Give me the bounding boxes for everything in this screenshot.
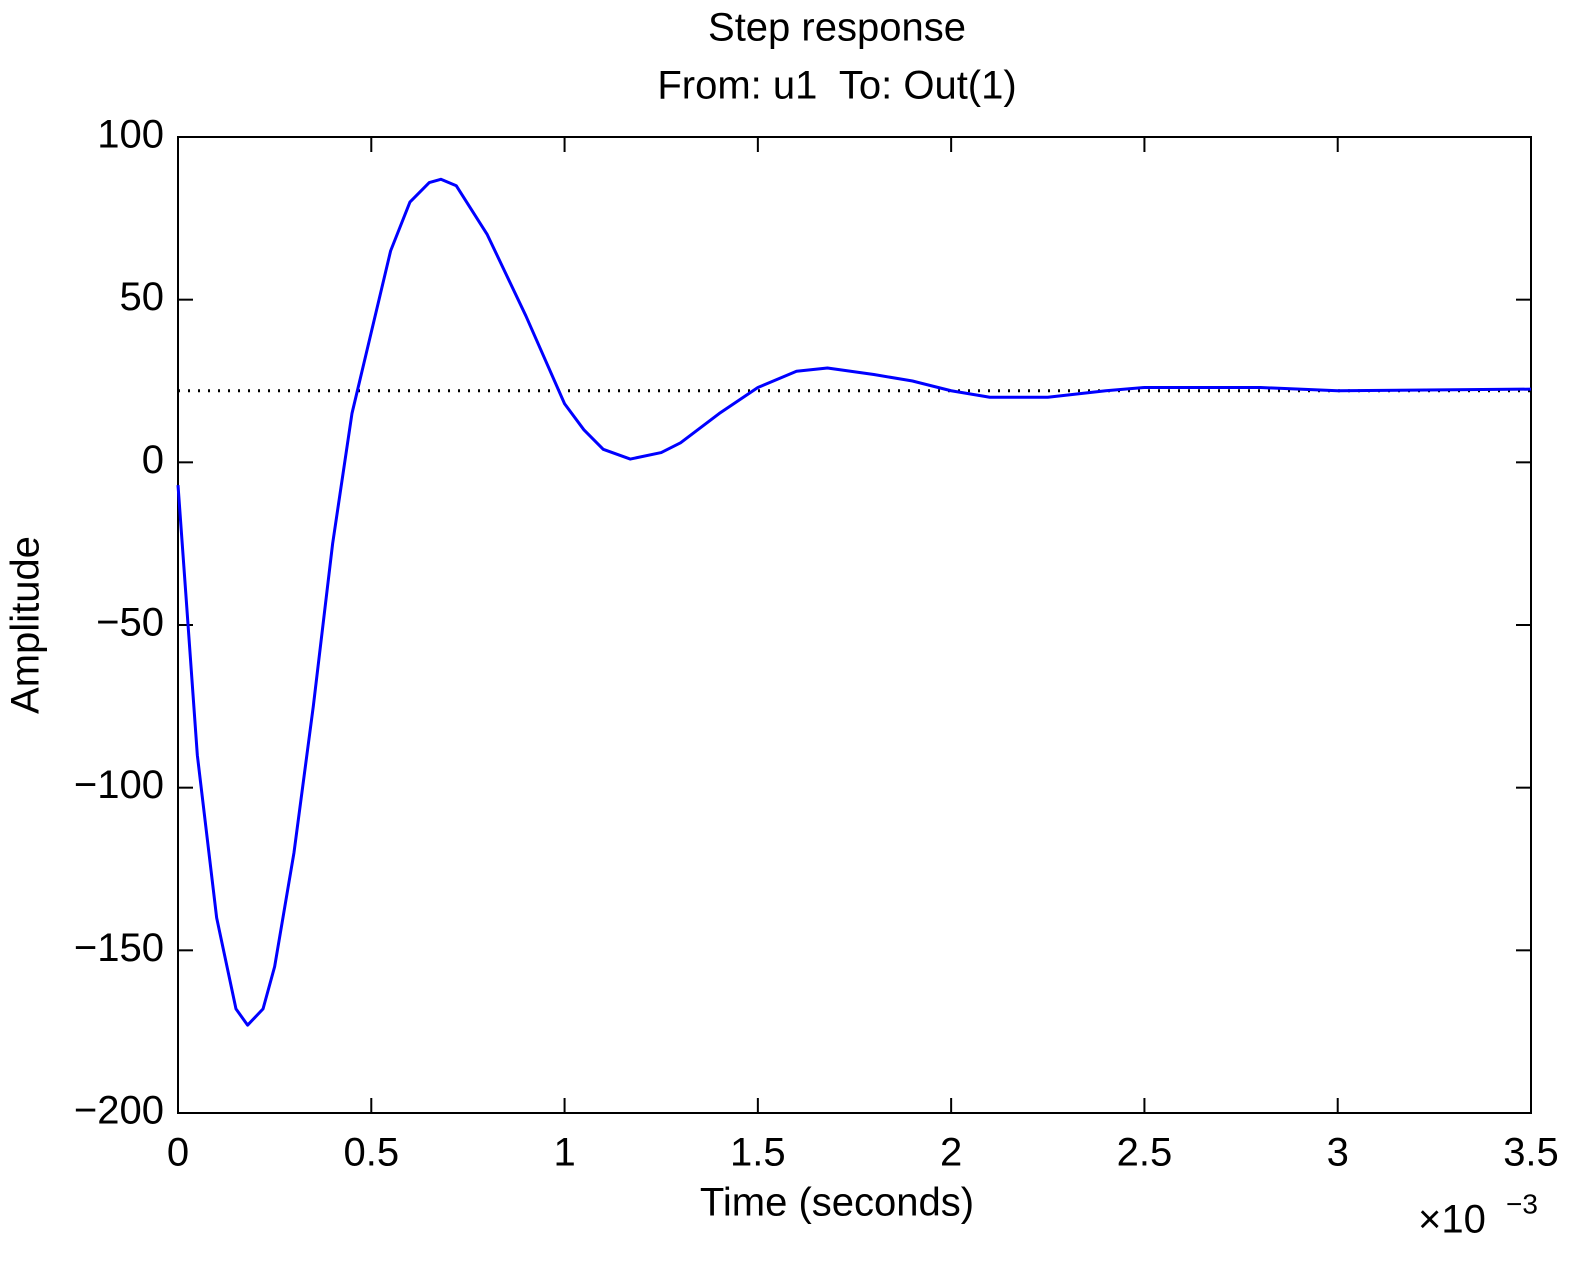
- y-tick-label: −150: [74, 926, 164, 970]
- x-tick-label: 2.5: [1117, 1131, 1173, 1175]
- chart-subtitle: From: u1 To: Out(1): [657, 64, 1016, 108]
- x-tick-label: 1.5: [730, 1131, 786, 1175]
- chart-title: Step response: [708, 6, 966, 50]
- x-tick-label: 0.5: [343, 1131, 399, 1175]
- y-tick-label: −200: [74, 1089, 164, 1133]
- x-tick-label: 3: [1327, 1131, 1349, 1175]
- y-axis-label: Amplitude: [4, 536, 48, 714]
- data-line: [176, 177, 1532, 1027]
- x-tick-label: 1: [553, 1131, 575, 1175]
- x-tick-label: 3.5: [1503, 1131, 1559, 1175]
- y-tick-label: −100: [74, 763, 164, 807]
- y-tick-label: 0: [142, 438, 164, 482]
- x-axis-label: Time (seconds): [700, 1181, 974, 1225]
- y-tick-label: 50: [120, 275, 165, 319]
- x-scale-exponent: −3: [1506, 1188, 1538, 1219]
- plot-frame: [177, 136, 1532, 1114]
- x-scale-base: ×10: [1418, 1198, 1486, 1242]
- x-tick-label: 2: [940, 1131, 962, 1175]
- x-tick-label: 0: [167, 1131, 189, 1175]
- y-tick-label: 100: [97, 113, 164, 157]
- y-tick-label: −50: [96, 601, 164, 645]
